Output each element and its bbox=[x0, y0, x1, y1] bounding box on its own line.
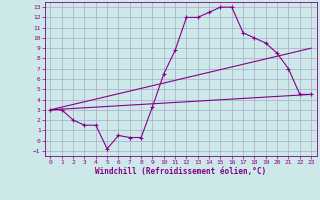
X-axis label: Windchill (Refroidissement éolien,°C): Windchill (Refroidissement éolien,°C) bbox=[95, 167, 266, 176]
